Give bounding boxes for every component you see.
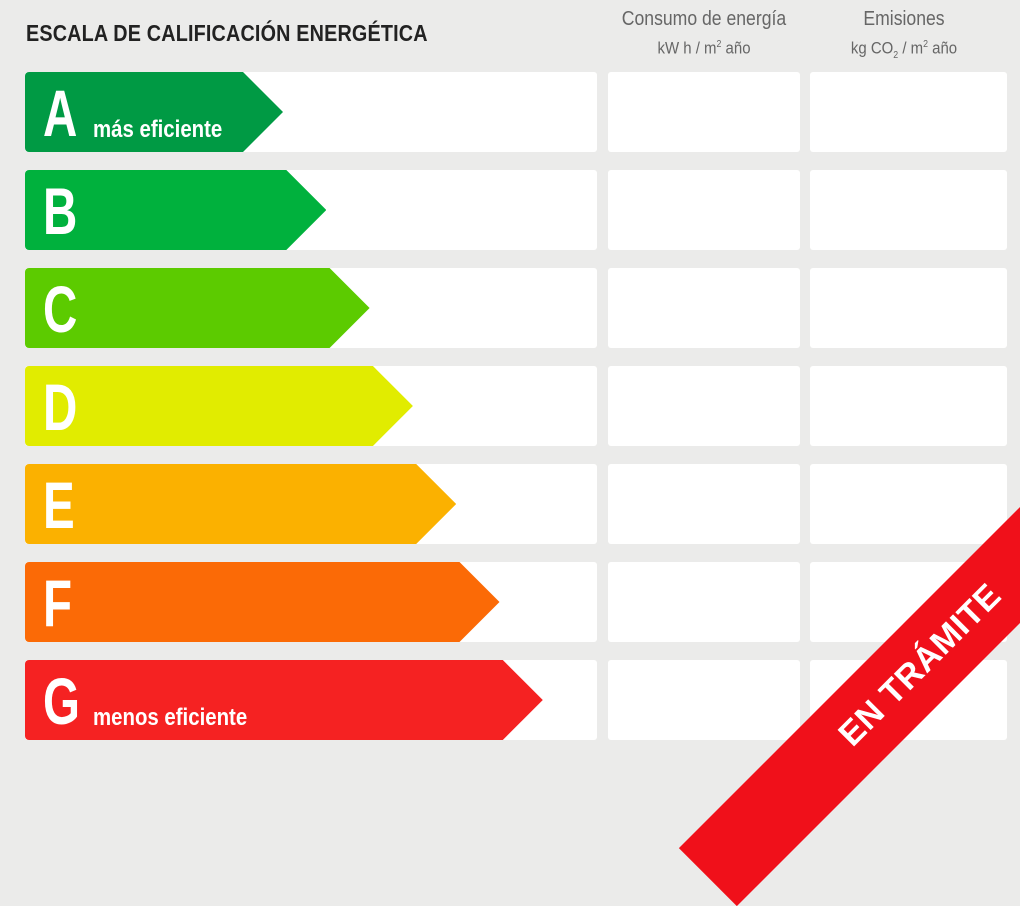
rating-letter: C — [43, 272, 78, 346]
energy-value-cell — [608, 170, 800, 250]
emissions-value-cell — [810, 268, 1007, 348]
energy-column-header: Consumo de energía kW h / m2 año — [611, 6, 798, 62]
rating-letter: D — [43, 370, 78, 444]
emissions-unit: kg CO2 / m2 año — [850, 38, 958, 62]
rating-arrow-d: D — [25, 366, 413, 446]
energy-value-cell — [608, 72, 800, 152]
energy-unit: kW h / m2 año — [657, 38, 751, 58]
emissions-value-cell — [810, 170, 1007, 250]
energy-value-cell — [608, 366, 800, 446]
rating-arrow-e: E — [25, 464, 457, 544]
energy-value-cell — [608, 660, 800, 740]
emissions-value-cell — [810, 464, 1007, 544]
rating-letter: B — [43, 174, 78, 248]
rating-letter: G — [43, 664, 80, 738]
rating-letter: F — [43, 566, 73, 640]
rating-letter: A — [43, 76, 78, 150]
rating-arrow-f: F — [25, 562, 500, 642]
energy-value-cell — [608, 464, 800, 544]
emissions-value-cell — [810, 72, 1007, 152]
rating-letter: E — [43, 468, 75, 542]
rating-arrow-c: C — [25, 268, 370, 348]
page-title: ESCALA DE CALIFICACIÓN ENERGÉTICA — [26, 20, 428, 46]
emissions-label: Emisiones — [863, 8, 945, 30]
rating-note: menos eficiente — [93, 704, 248, 731]
rating-arrow-b: B — [25, 170, 327, 250]
energy-value-cell — [608, 268, 800, 348]
rating-note: más eficiente — [93, 116, 223, 143]
energy-value-cell — [608, 562, 800, 642]
emissions-column-header: Emisiones kg CO2 / m2 año — [812, 6, 995, 69]
energy-label: Consumo de energía — [621, 8, 787, 30]
emissions-value-cell — [810, 366, 1007, 446]
